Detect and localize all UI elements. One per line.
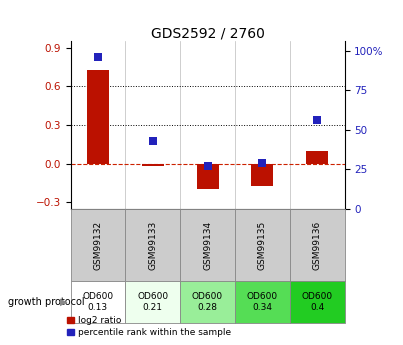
Bar bbox=[71, 281, 125, 323]
Text: growth protocol: growth protocol bbox=[8, 297, 85, 307]
Point bbox=[95, 55, 101, 60]
Bar bbox=[180, 281, 235, 323]
Text: GSM99133: GSM99133 bbox=[148, 220, 157, 269]
Legend: log2 ratio, percentile rank within the sample: log2 ratio, percentile rank within the s… bbox=[67, 316, 231, 337]
Bar bbox=[306, 151, 328, 164]
Text: OD600
0.21: OD600 0.21 bbox=[137, 292, 168, 312]
Bar bbox=[142, 164, 164, 166]
Text: GSM99135: GSM99135 bbox=[258, 220, 267, 269]
Bar bbox=[290, 281, 345, 323]
Bar bbox=[125, 209, 180, 281]
Bar bbox=[235, 281, 290, 323]
Point bbox=[259, 160, 266, 166]
Point bbox=[314, 118, 320, 123]
Point bbox=[204, 163, 211, 169]
Point bbox=[150, 138, 156, 144]
Bar bbox=[71, 209, 125, 281]
Bar bbox=[290, 209, 345, 281]
Text: OD600
0.4: OD600 0.4 bbox=[301, 292, 333, 312]
Bar bbox=[235, 209, 290, 281]
Text: GSM99136: GSM99136 bbox=[313, 220, 322, 269]
Text: OD600
0.34: OD600 0.34 bbox=[247, 292, 278, 312]
Bar bbox=[125, 281, 180, 323]
Bar bbox=[251, 164, 273, 186]
Text: GSM99132: GSM99132 bbox=[93, 220, 102, 269]
Bar bbox=[180, 209, 235, 281]
Bar bbox=[87, 70, 109, 164]
Text: GSM99134: GSM99134 bbox=[203, 220, 212, 269]
Title: GDS2592 / 2760: GDS2592 / 2760 bbox=[151, 26, 264, 40]
Bar bbox=[197, 164, 218, 189]
Text: OD600
0.13: OD600 0.13 bbox=[82, 292, 114, 312]
Text: OD600
0.28: OD600 0.28 bbox=[192, 292, 223, 312]
Text: ▶: ▶ bbox=[60, 297, 67, 307]
